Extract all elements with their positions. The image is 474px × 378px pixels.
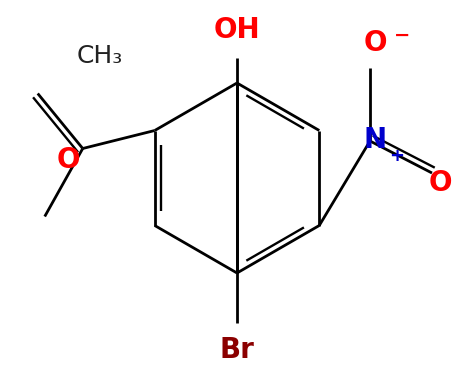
- Text: OH: OH: [214, 16, 260, 44]
- Text: O: O: [56, 146, 80, 174]
- Text: Br: Br: [219, 336, 255, 364]
- Text: N: N: [364, 126, 387, 154]
- Text: O: O: [363, 29, 387, 57]
- Text: −: −: [394, 25, 410, 45]
- Text: O: O: [428, 169, 452, 197]
- Text: +: +: [390, 147, 404, 165]
- Text: CH₃: CH₃: [77, 44, 123, 68]
